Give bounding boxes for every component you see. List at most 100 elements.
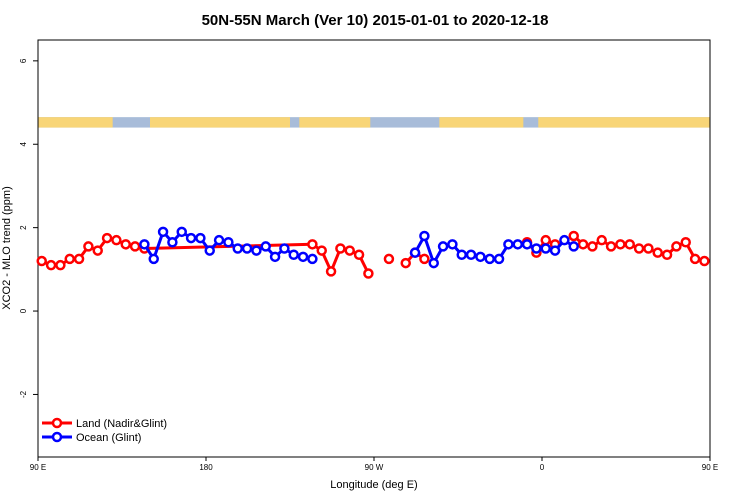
x-tick-label: 0: [540, 463, 545, 472]
data-point: [475, 251, 486, 263]
data-point: [493, 253, 505, 265]
data-point: [661, 249, 673, 261]
x-tick-label: 180: [199, 463, 213, 472]
data-point: [643, 243, 654, 254]
data-point: [269, 251, 281, 263]
data-point: [241, 243, 253, 254]
data-point: [484, 253, 495, 265]
y-axis-title: XCO2 - MLO trend (ppm): [1, 186, 13, 309]
x-tick-label: 90 E: [702, 463, 718, 472]
data-point: [549, 245, 561, 256]
y-tick-label: 0: [19, 308, 28, 313]
data-point: [344, 245, 355, 256]
data-point: [400, 257, 411, 269]
land-band: [150, 117, 290, 128]
data-point: [307, 239, 318, 250]
legend-swatch-marker: [51, 431, 63, 443]
data-point: [279, 243, 290, 254]
legend-swatch-marker: [51, 417, 63, 429]
data-point: [36, 255, 47, 267]
data-point: [568, 230, 579, 242]
data-point: [615, 239, 626, 250]
data-point: [456, 249, 467, 261]
y-axis: 6 4 2 0 -2: [19, 58, 38, 398]
data-point: [419, 253, 430, 265]
data-point: [260, 241, 271, 252]
data-point: [503, 239, 514, 250]
data-point: [652, 247, 663, 258]
data-point: [383, 253, 395, 265]
data-point: [699, 255, 710, 267]
data-point: [92, 245, 103, 256]
data-point: [540, 243, 551, 254]
data-point: [437, 241, 449, 252]
data-point: [596, 234, 607, 246]
data-point: [73, 253, 85, 265]
data-point: [447, 239, 458, 250]
land-band: [538, 117, 710, 128]
legend-label: Ocean (Glint): [76, 432, 141, 444]
data-point: [148, 253, 159, 265]
x-axis: 90 E 180 90 W 0 90 E: [30, 457, 718, 472]
data-point: [568, 241, 579, 252]
data-point: [465, 249, 477, 261]
data-point: [353, 249, 365, 261]
data-point: [605, 241, 617, 252]
data-point: [185, 232, 197, 244]
data-point: [512, 239, 523, 250]
series-land: [36, 230, 710, 279]
data-point: [335, 243, 346, 254]
legend: Land (Nadir&Glint) Ocean (Glint): [42, 417, 167, 444]
data-point: [689, 253, 701, 265]
data-point: [671, 241, 682, 252]
data-point: [111, 234, 122, 246]
data-point: [297, 251, 309, 263]
data-point: [176, 226, 187, 238]
data-point: [316, 245, 327, 256]
data-point: [157, 226, 169, 238]
land-band: [38, 117, 113, 128]
data-point: [419, 230, 430, 242]
data-point: [120, 239, 131, 250]
data-point: [587, 241, 598, 252]
data-point: [559, 234, 570, 246]
data-point: [223, 236, 234, 248]
chart-title: 50N-55N March (Ver 10) 2015-01-01 to 202…: [202, 12, 549, 29]
y-tick-label: 4: [19, 141, 28, 146]
ocean-band: [38, 117, 710, 128]
data-point: [325, 266, 337, 277]
data-point: [363, 268, 374, 279]
data-point: [624, 239, 635, 250]
y-tick-label: -2: [19, 390, 28, 398]
data-point: [129, 241, 141, 252]
data-point: [540, 234, 551, 246]
data-point: [232, 243, 243, 254]
data-point: [64, 253, 75, 265]
data-point: [680, 236, 691, 248]
y-tick-label: 2: [19, 225, 28, 230]
data-point: [45, 259, 57, 271]
data-point: [288, 249, 299, 261]
data-point: [213, 234, 225, 246]
series-ocean: [139, 226, 579, 269]
data-point: [83, 241, 94, 252]
data-point: [195, 232, 206, 244]
data-point: [428, 257, 439, 269]
y-tick-label: 6: [19, 58, 28, 63]
data-point: [251, 245, 262, 256]
data-point: [167, 236, 178, 248]
data-point: [55, 259, 66, 271]
data-point: [521, 239, 533, 250]
data-point: [307, 253, 318, 265]
data-point: [204, 245, 215, 256]
x-axis-title: Longitude (deg E): [330, 479, 417, 491]
data-point: [633, 243, 645, 254]
data-point: [101, 232, 113, 244]
x-tick-label: 90 W: [365, 463, 384, 472]
data-point: [577, 239, 589, 250]
land-band: [439, 117, 524, 128]
data-point: [409, 247, 421, 258]
x-tick-label: 90 E: [30, 463, 46, 472]
land-mask: [38, 117, 710, 128]
